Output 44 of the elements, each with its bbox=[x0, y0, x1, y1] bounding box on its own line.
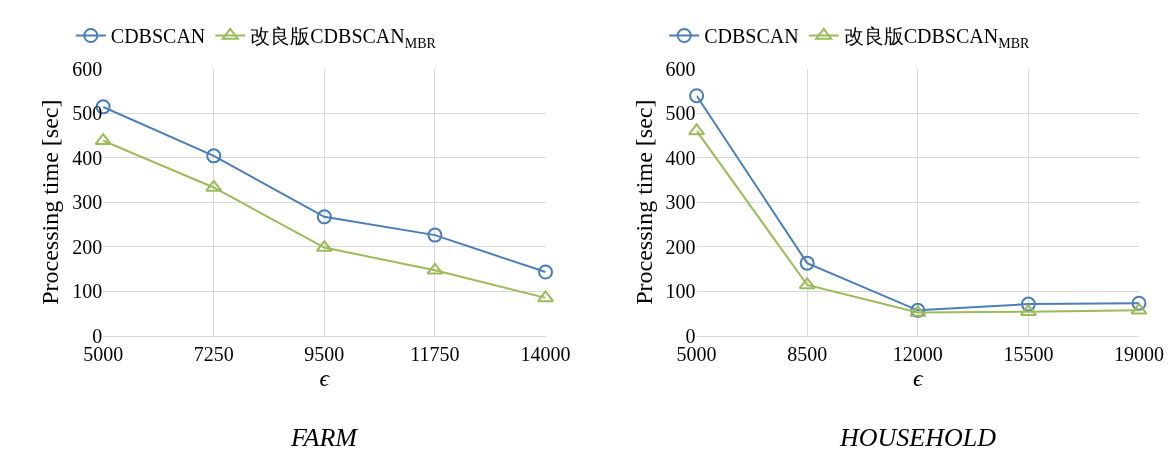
point bbox=[798, 277, 816, 290]
point bbox=[1130, 302, 1148, 315]
x-tick-label: 14000 bbox=[520, 342, 571, 365]
y-axis-title: Processing time [sec] bbox=[630, 99, 657, 305]
point bbox=[427, 227, 443, 243]
x-tick-label: 9500 bbox=[304, 342, 345, 365]
x-axis-title: ϵ bbox=[319, 364, 331, 391]
y-tick-label: 600 bbox=[72, 57, 103, 80]
point bbox=[1131, 295, 1147, 311]
y-tick-label: 100 bbox=[72, 280, 103, 303]
point bbox=[537, 290, 555, 303]
legend-label: CDBSCAN bbox=[110, 25, 206, 48]
point bbox=[689, 88, 705, 104]
x-tick-label: 11750 bbox=[410, 342, 460, 365]
point bbox=[426, 262, 444, 275]
x-tick-label: 8500 bbox=[787, 342, 828, 365]
x-tick-label: 15500 bbox=[1003, 342, 1054, 365]
x-tick-label: 7250 bbox=[193, 342, 234, 365]
y-tick-label: 500 bbox=[72, 102, 103, 125]
text: FARM bbox=[290, 423, 359, 452]
y-tick-label: 400 bbox=[665, 146, 696, 169]
point bbox=[316, 209, 332, 225]
x-tick-label: 12000 bbox=[892, 342, 943, 365]
y-tick-label: 200 bbox=[665, 235, 696, 258]
point bbox=[1020, 296, 1036, 312]
x-axis-title: ϵ bbox=[912, 364, 924, 391]
legend-label: 改良版CDBSCAN$_{MBR}$ bbox=[843, 25, 1030, 51]
y-tick-label: 600 bbox=[665, 57, 696, 80]
y-tick-label: 500 bbox=[665, 102, 696, 125]
legend-label: CDBSCAN bbox=[704, 25, 799, 48]
text: HOUSEHOLD bbox=[839, 423, 997, 452]
y-tick-label: 200 bbox=[72, 235, 103, 258]
point bbox=[206, 148, 222, 164]
point bbox=[538, 264, 554, 280]
y-axis-title: Processing time [sec] bbox=[37, 99, 64, 305]
y-tick-label: 300 bbox=[72, 191, 103, 214]
y-tick-label: 400 bbox=[72, 146, 103, 169]
point bbox=[205, 179, 223, 192]
legend-label: 改良版CDBSCAN$_{MBR}$ bbox=[250, 25, 437, 51]
point bbox=[799, 255, 815, 271]
y-tick-label: 300 bbox=[665, 191, 696, 214]
y-tick-label: 100 bbox=[665, 280, 696, 303]
x-tick-label: 19000 bbox=[1114, 342, 1164, 365]
point bbox=[688, 123, 706, 136]
